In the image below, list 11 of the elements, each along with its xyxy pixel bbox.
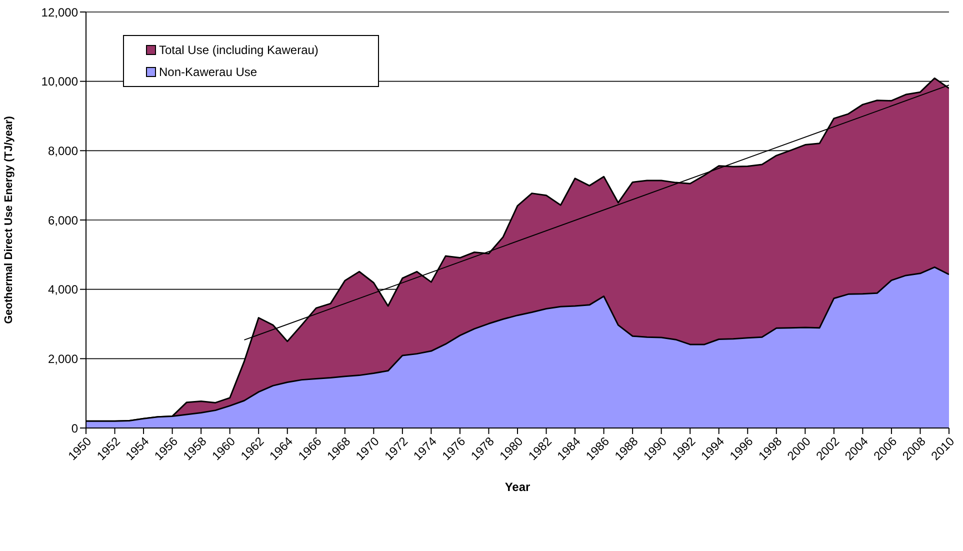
y-tick-label: 2,000 (48, 352, 78, 366)
y-tick-label: 10,000 (41, 74, 78, 89)
y-tick-label: 12,000 (41, 5, 78, 20)
y-tick-label: 8,000 (48, 144, 78, 158)
x-axis-title: Year (504, 480, 531, 494)
legend-label: Total Use (including Kawerau) (159, 43, 318, 57)
y-tick-label: 0 (71, 421, 78, 436)
y-tick-label: 4,000 (48, 282, 78, 297)
y-axis-title: Geothermal Direct Use Energy (TJ/year) (2, 116, 15, 324)
y-tick-label: 6,000 (48, 213, 78, 228)
legend-label: Non-Kawerau Use (159, 65, 258, 79)
